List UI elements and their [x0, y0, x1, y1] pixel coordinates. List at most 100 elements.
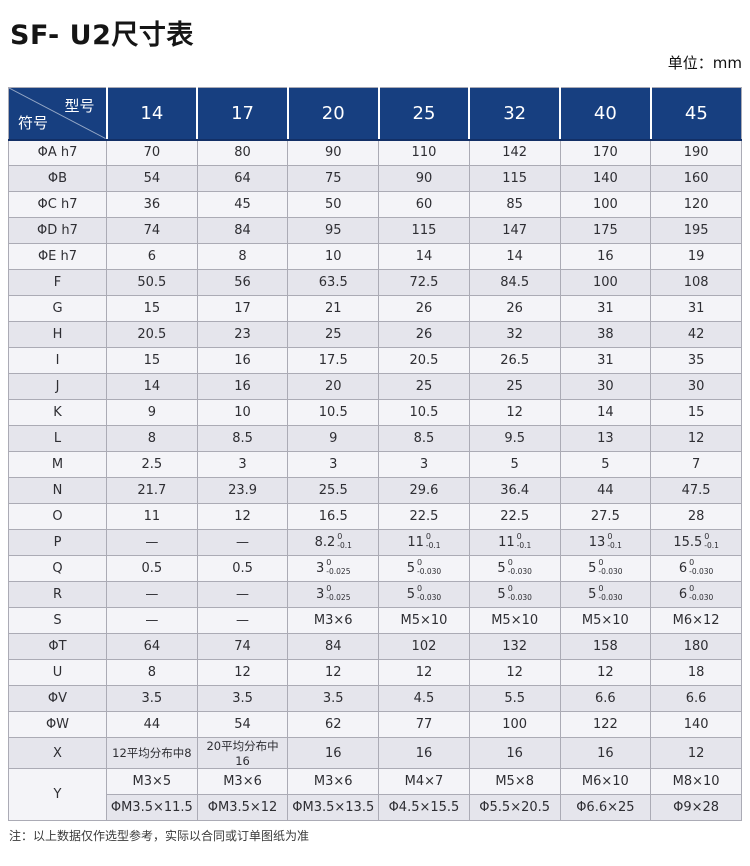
cell: —: [196, 529, 289, 556]
cell: 6.6: [650, 685, 742, 712]
table-row: K 9 10 10.5 10.5 12 14 15: [8, 399, 742, 426]
cell: 170: [559, 139, 652, 166]
cell: 26.5: [468, 347, 561, 374]
row-label: P: [8, 529, 107, 556]
row-label: ΦA h7: [8, 139, 107, 166]
table-row: ΦV 3.5 3.5 3.5 4.5 5.5 6.6 6.6: [8, 685, 742, 712]
cell: 14: [106, 373, 198, 400]
cell: 62: [287, 711, 380, 738]
row-label: Y: [8, 768, 107, 821]
cell: 20: [287, 373, 380, 400]
cell: M6×12: [650, 607, 742, 634]
cell: 44: [106, 711, 198, 738]
cell: Φ4.5×15.5: [378, 794, 470, 821]
cell: M5×8: [468, 768, 561, 795]
table-row: Q 0.5 0.5 3 0 -0.025 5 0 -0.030 5 0 -0.030 5 0 -0.030 6…: [8, 555, 742, 582]
cell: 84: [196, 217, 289, 244]
cell: 56: [196, 269, 289, 296]
cell: 10: [287, 243, 380, 270]
cell: 16: [378, 737, 470, 769]
cell: 25: [287, 321, 380, 348]
cell: 115: [378, 217, 470, 244]
cell: 132: [468, 633, 561, 660]
cell: M5×10: [559, 607, 652, 634]
cell: 38: [559, 321, 652, 348]
cell: 18: [650, 659, 742, 686]
cell: 95: [287, 217, 380, 244]
table-row: ΦB 54 64 75 90 115 140 160: [8, 165, 742, 192]
cell: 147: [468, 217, 561, 244]
cell: 9.5: [468, 425, 561, 452]
cell: 158: [559, 633, 652, 660]
table-row: I 15 16 17.5 20.5 26.5 31 35: [8, 347, 742, 374]
row-label: O: [8, 503, 107, 530]
cell: 16: [559, 243, 652, 270]
cell: —: [106, 529, 198, 556]
cell: 30: [650, 373, 742, 400]
cell: —: [106, 581, 198, 608]
cell: 6 0 -0.030: [650, 555, 742, 582]
cell: 80: [196, 139, 289, 166]
cell: 140: [559, 165, 652, 192]
cell: 3: [287, 451, 380, 478]
cell: 23: [196, 321, 289, 348]
cell: 15: [106, 295, 198, 322]
cell: 31: [559, 347, 652, 374]
table-row: P — —8.2 0 -0.1 11 0 -0.1 11 0 -0.1 13 0 -0.1 15.5 0 -0.…: [8, 529, 742, 556]
row-label: G: [8, 295, 107, 322]
cell: 5: [468, 451, 561, 478]
cell: 3.5: [287, 685, 380, 712]
cell: 8.5: [196, 425, 289, 452]
cell: 12: [378, 659, 470, 686]
cell: 102: [378, 633, 470, 660]
row-label: ΦE h7: [8, 243, 107, 270]
header-row: 型号 符号 14 17 20 25 32 40 45: [8, 87, 742, 141]
cell: 16: [196, 347, 289, 374]
cell: 26: [378, 295, 470, 322]
cell: 25: [378, 373, 470, 400]
table-row: R — —3 0 -0.025 5 0 -0.030 5 0 -0.030 5 0 -0.030 6 0 -0.…: [8, 581, 742, 608]
cell: 6.6: [559, 685, 652, 712]
row-label: U: [8, 659, 107, 686]
cell: 5 0 -0.030: [378, 555, 470, 582]
cell: 8: [106, 659, 198, 686]
cell: 17: [196, 295, 289, 322]
cell: 12: [468, 659, 561, 686]
cell: 5 0 -0.030: [468, 555, 561, 582]
cell: 3.5: [196, 685, 289, 712]
cell: 26: [468, 295, 561, 322]
cell: 50: [287, 191, 380, 218]
page-title: SF- U2尺寸表: [10, 20, 194, 51]
table-row: N 21.7 23.9 25.5 29.6 36.4 44 47.5: [8, 477, 742, 504]
table-row: G 15 17 21 26 26 31 31: [8, 295, 742, 322]
column-header-25: 25: [377, 87, 470, 141]
row-label: ΦD h7: [8, 217, 107, 244]
cell: 36.4: [468, 477, 561, 504]
cell: 100: [559, 269, 652, 296]
row-label: H: [8, 321, 107, 348]
cell: M3×6: [287, 607, 380, 634]
cell: 25: [468, 373, 561, 400]
cell: —: [196, 607, 289, 634]
table-row: ΦM3.5×11.5 ΦM3.5×12 ΦM3.5×13.5 Φ4.5×15.5 Φ5.…: [8, 794, 742, 821]
cell: 36: [106, 191, 198, 218]
cell: 64: [196, 165, 289, 192]
cell: 22.5: [468, 503, 561, 530]
cell: 5 0 -0.030: [559, 581, 652, 608]
cell: 6: [106, 243, 198, 270]
cell: 195: [650, 217, 742, 244]
cell: M3×6: [196, 768, 289, 795]
table-row: L 8 8.5 9 8.5 9.5 13 12: [8, 425, 742, 452]
cell: 8.5: [378, 425, 470, 452]
table-row: ΦA h7 70 80 90 110 142 170 190: [8, 139, 742, 166]
cell: M8×10: [650, 768, 742, 795]
cell: 100: [468, 711, 561, 738]
cell: 142: [468, 139, 561, 166]
row-label: X: [8, 737, 107, 769]
cell: 16: [468, 737, 561, 769]
cell: 25.5: [287, 477, 380, 504]
cell: 74: [106, 217, 198, 244]
cell: 30: [559, 373, 652, 400]
cell: 12: [287, 659, 380, 686]
cell: 8: [196, 243, 289, 270]
